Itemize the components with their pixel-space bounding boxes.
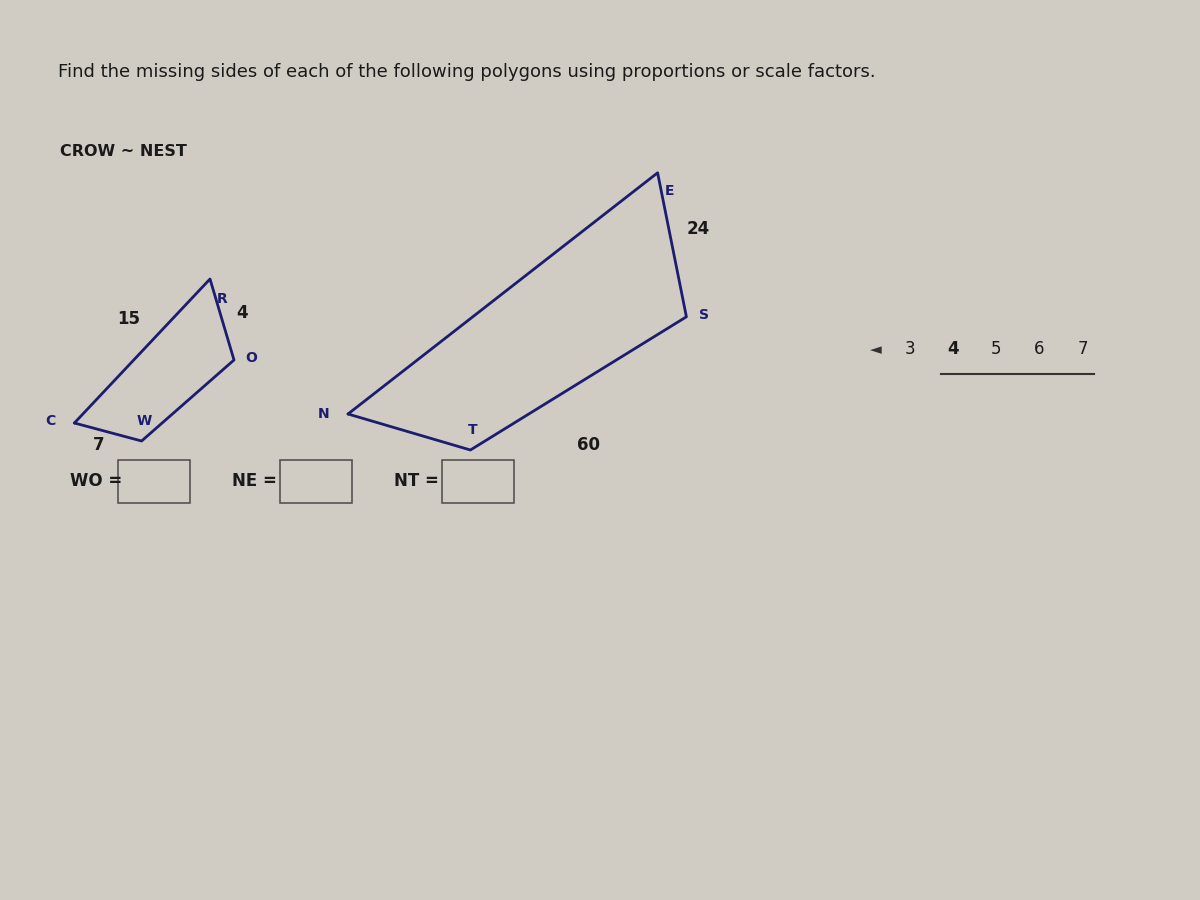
Text: 4: 4 [236, 304, 248, 322]
Text: N: N [318, 407, 330, 421]
Text: T: T [468, 423, 478, 437]
Text: 7: 7 [92, 436, 104, 454]
Text: 15: 15 [116, 310, 140, 328]
Text: WO =: WO = [70, 472, 122, 490]
Text: O: O [245, 351, 257, 365]
Text: NT =: NT = [394, 472, 438, 490]
Text: 60: 60 [576, 436, 600, 454]
Text: 7: 7 [1078, 340, 1087, 358]
Text: 24: 24 [686, 220, 710, 238]
Text: 4: 4 [947, 340, 959, 358]
Bar [442, 460, 514, 503]
Text: S: S [700, 308, 709, 322]
Text: C: C [46, 414, 55, 428]
Text: 3: 3 [905, 340, 914, 358]
Text: 6: 6 [1034, 340, 1044, 358]
Text: E: E [665, 184, 674, 198]
Bar [118, 460, 190, 503]
Text: R: R [217, 292, 227, 306]
Text: 5: 5 [991, 340, 1001, 358]
Text: CROW ~ NEST: CROW ~ NEST [60, 144, 187, 159]
Bar [280, 460, 352, 503]
Text: W: W [137, 414, 151, 428]
Text: Find the missing sides of each of the following polygons using proportions or sc: Find the missing sides of each of the fo… [58, 63, 875, 81]
Text: NE =: NE = [232, 472, 276, 490]
Text: ◄: ◄ [870, 342, 882, 356]
